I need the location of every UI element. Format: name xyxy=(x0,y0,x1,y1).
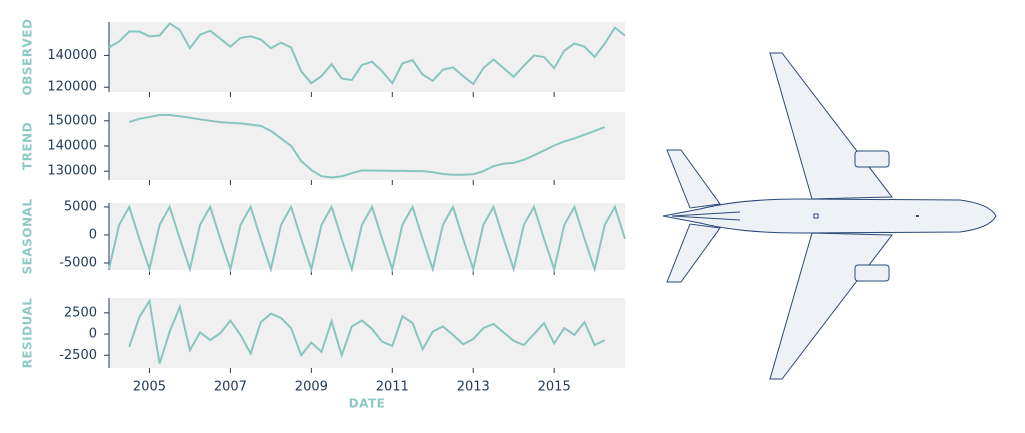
y-tick-label: -2500 xyxy=(59,348,97,363)
y-tick-label: 140000 xyxy=(47,139,97,154)
airplane-illustration xyxy=(662,52,997,380)
y-tick-label: -5000 xyxy=(59,255,97,270)
x-tick-label: 2011 xyxy=(376,380,409,395)
series-line xyxy=(108,204,626,273)
x-tick-label: 2015 xyxy=(538,380,571,395)
panel-background xyxy=(109,22,625,92)
y-tick-label: 130000 xyxy=(47,164,97,179)
fuselage-detail xyxy=(916,215,919,217)
y-axis-label: TREND xyxy=(21,122,35,170)
stabilizer xyxy=(666,149,721,209)
wing xyxy=(769,52,893,200)
y-tick-label: 150000 xyxy=(47,113,97,128)
x-axis-label: DATE xyxy=(349,397,386,411)
y-axis-label: SEASONAL xyxy=(21,199,35,275)
fuselage-detail xyxy=(813,213,819,219)
fuselage-detail xyxy=(671,211,741,221)
x-tick-label: 2009 xyxy=(295,380,328,395)
x-tick-label: 2013 xyxy=(457,380,490,395)
y-axis-label: OBSERVED xyxy=(21,19,35,96)
y-tick-label: 0 xyxy=(89,327,97,342)
y-tick-label: 140000 xyxy=(47,48,97,63)
panel-background xyxy=(109,298,625,368)
panel-background xyxy=(109,112,625,180)
y-tick-label: 2500 xyxy=(64,305,97,320)
y-tick-label: 0 xyxy=(89,227,97,242)
series-line xyxy=(128,114,606,179)
stabilizer xyxy=(666,223,721,283)
y-tick-label: 120000 xyxy=(47,80,97,95)
engine xyxy=(854,264,890,282)
series-line xyxy=(128,298,606,365)
series-line xyxy=(108,22,626,86)
engine xyxy=(854,150,890,168)
x-tick-label: 2007 xyxy=(214,380,247,395)
wing xyxy=(769,232,893,380)
fuselage xyxy=(662,198,997,234)
y-axis-label: RESIDUAL xyxy=(21,298,35,369)
x-tick-label: 2005 xyxy=(133,380,166,395)
y-tick-label: 5000 xyxy=(64,199,97,214)
